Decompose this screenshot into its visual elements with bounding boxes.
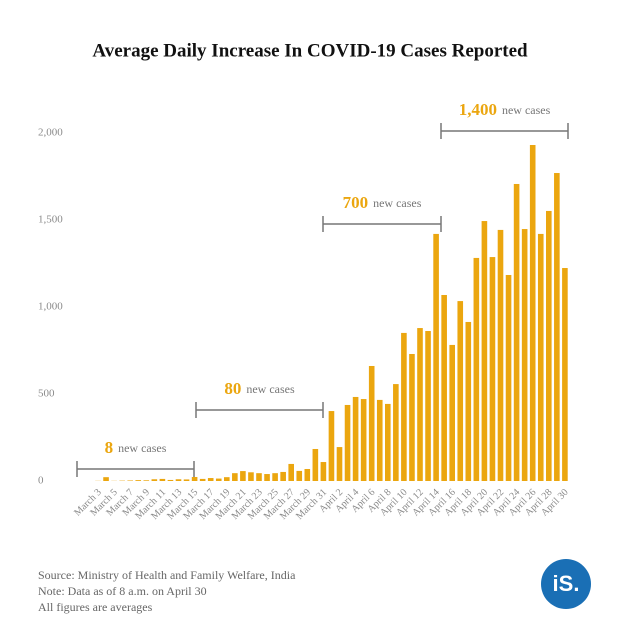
- y-tick-label: 0: [38, 475, 44, 487]
- footer-line: Source: Ministry of Health and Family We…: [38, 568, 296, 582]
- bar: [232, 473, 238, 481]
- bar: [264, 474, 270, 481]
- annotation-text: new cases: [502, 103, 551, 117]
- bar: [393, 384, 399, 481]
- annotation-text: new cases: [246, 382, 295, 396]
- bar: [401, 332, 407, 481]
- bracket: 80 new cases: [195, 379, 324, 418]
- bar: [240, 471, 246, 481]
- bar: [135, 480, 142, 481]
- annotation: 1,400 new cases: [459, 100, 551, 119]
- annotation-text: new cases: [118, 441, 167, 455]
- annotation: 8 new cases: [105, 438, 167, 457]
- y-tick-label: 500: [38, 388, 55, 400]
- bar: [473, 257, 480, 481]
- bar: [554, 173, 560, 481]
- chart-title: Average Daily Increase In COVID-19 Cases…: [92, 40, 528, 61]
- bracket: 8 new cases: [76, 438, 195, 477]
- logo-circle: [541, 559, 591, 609]
- bar: [441, 294, 447, 481]
- bar: [352, 396, 359, 481]
- bar: [143, 480, 150, 481]
- bar: [465, 321, 472, 481]
- bar: [312, 448, 319, 481]
- bar: [344, 404, 351, 481]
- bar: [521, 229, 528, 481]
- bar: [376, 399, 383, 481]
- annotation-number: 700: [343, 193, 369, 212]
- bar: [537, 233, 544, 481]
- bar: [433, 233, 439, 481]
- footer-line: Note: Data as of 8 a.m. on April 30: [38, 584, 207, 598]
- y-tick-label: 1,500: [38, 214, 63, 226]
- bracket: 1,400 new cases: [440, 100, 569, 139]
- bar: [489, 257, 496, 481]
- annotation-number: 8: [105, 438, 114, 457]
- bar: [320, 462, 327, 481]
- bar: [207, 478, 214, 481]
- bar: [417, 328, 423, 481]
- bar: [481, 221, 488, 481]
- bar: [505, 274, 512, 481]
- bar: [457, 301, 464, 481]
- bar: [191, 476, 198, 481]
- annotation: 80 new cases: [224, 379, 295, 398]
- bar: [529, 145, 536, 482]
- bar: [296, 470, 303, 481]
- bar: [449, 344, 455, 481]
- y-tick-label: 1,000: [38, 301, 63, 313]
- bar: [215, 478, 222, 481]
- bar: [328, 411, 335, 481]
- annotation-number: 1,400: [459, 100, 497, 119]
- bar: [288, 463, 294, 481]
- bar: [151, 479, 158, 481]
- bar: [175, 479, 182, 481]
- bar: [360, 399, 367, 481]
- bar: [385, 403, 391, 481]
- bar: [336, 447, 343, 481]
- bar: [497, 229, 504, 481]
- logo: iS.: [553, 571, 580, 596]
- bar: [159, 478, 166, 481]
- bar: [127, 480, 133, 481]
- bar: [256, 473, 262, 481]
- bar: [272, 473, 278, 481]
- annotation-number: 80: [224, 379, 241, 398]
- bracket: 700 new cases: [322, 193, 442, 232]
- bar: [368, 365, 375, 481]
- bar: [199, 478, 206, 481]
- bar: [409, 353, 415, 481]
- y-tick-label: 2,000: [38, 127, 63, 139]
- bar: [103, 477, 109, 481]
- bar: [183, 479, 190, 481]
- annotation-text: new cases: [373, 196, 422, 210]
- bar: [546, 210, 552, 481]
- bar: [425, 331, 431, 481]
- bar: [167, 479, 174, 481]
- bar: [513, 183, 520, 481]
- bar: [304, 468, 311, 481]
- bar: [280, 471, 286, 481]
- footer-line: All figures are averages: [38, 600, 153, 614]
- annotation: 700 new cases: [343, 193, 422, 212]
- bar: [248, 472, 254, 481]
- bar: [562, 268, 568, 481]
- bar: [224, 477, 230, 481]
